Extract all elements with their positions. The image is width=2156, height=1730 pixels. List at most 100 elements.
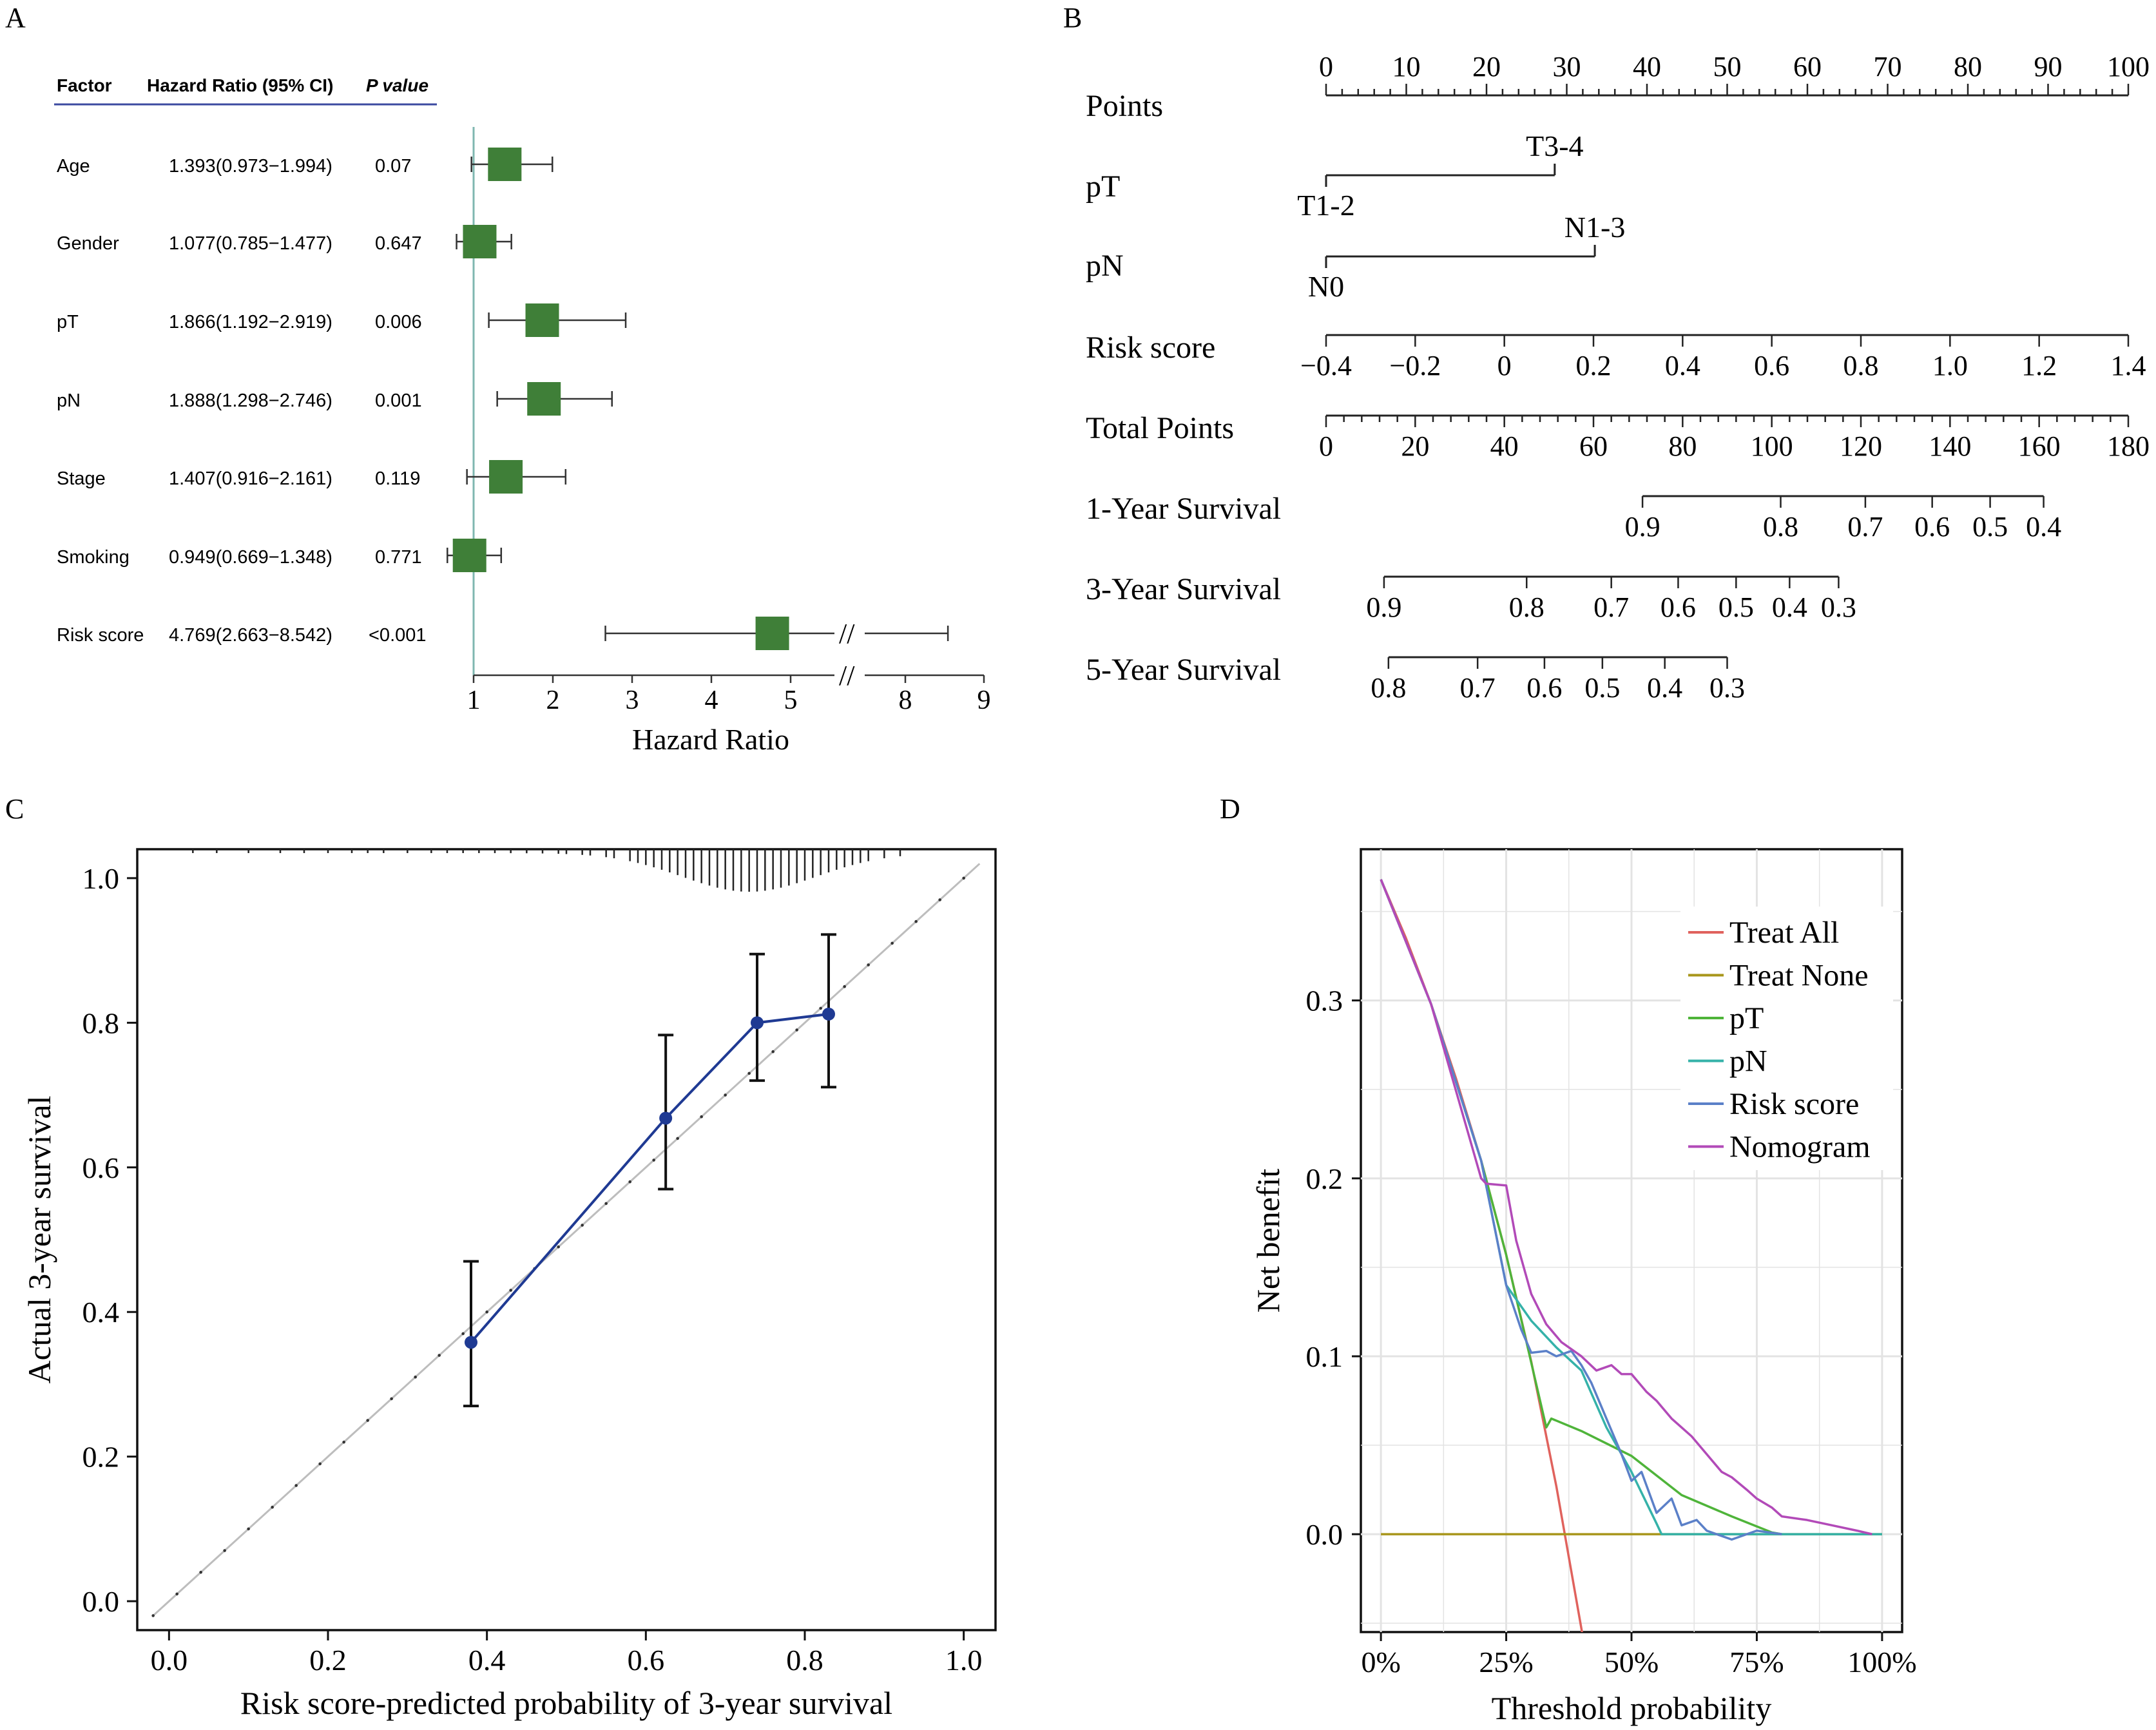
survival-tick-label: 0.5: [1972, 511, 2008, 543]
survival-tick-label: 0.7: [1593, 591, 1629, 623]
factor-label: Smoking: [57, 547, 130, 568]
panel-a-forest-plot: Factor Hazard Ratio (95% CI) P value Age 1.3…: [54, 75, 991, 756]
header-factor: Factor: [57, 75, 112, 95]
points-tick-label: 0: [1319, 51, 1333, 82]
calibration-point: [751, 1016, 764, 1030]
hr-ci-text: 1.866(1.192−2.919): [169, 312, 332, 332]
factor-label: pN: [57, 390, 81, 411]
legend-label: Treat None: [1729, 959, 1869, 993]
survival-tick-label: 0.9: [1366, 591, 1401, 623]
pt-level-label: T1-2: [1297, 189, 1354, 222]
factor-label: Risk score: [57, 625, 144, 646]
diagonal-dot: [557, 1245, 560, 1249]
survival-tick-label: 0.9: [1625, 511, 1660, 543]
p-value-text: 0.771: [375, 547, 422, 568]
x-tick-label: 1: [467, 686, 481, 715]
diagonal-dot: [294, 1484, 298, 1487]
survival-tick-label: 0.8: [1371, 672, 1406, 704]
y-tick-label: 0.2: [82, 1441, 120, 1474]
diagonal-dot: [914, 919, 918, 923]
x-tick-label: 0%: [1361, 1646, 1400, 1678]
diagonal-dot: [652, 1158, 655, 1162]
x-tick-label: 100%: [1847, 1646, 1916, 1678]
risk-score-tick-label: 1.4: [2111, 350, 2146, 381]
survival-tick-label: 0.3: [1821, 591, 1856, 623]
p-value-text: <0.001: [369, 625, 427, 646]
survival-tick-label: 0.3: [1709, 672, 1745, 704]
pt-level-label: T3-4: [1526, 130, 1583, 162]
diagonal-dot: [318, 1462, 322, 1466]
y-tick-label: 0.0: [82, 1585, 120, 1618]
p-value-text: 0.119: [375, 468, 420, 489]
header-hazard-ratio: Hazard Ratio (95% CI): [147, 75, 333, 95]
diagonal-dot: [771, 1050, 775, 1053]
diagonal-dot: [151, 1614, 155, 1617]
y-tick-label: 0.2: [1306, 1162, 1343, 1195]
survival-tick-label: 0.6: [1526, 672, 1562, 704]
diagonal-dot: [938, 898, 941, 901]
total-points-tick-label: 20: [1401, 430, 1429, 462]
y-tick-label: 0.3: [1306, 985, 1343, 1017]
diagonal-dot: [795, 1028, 798, 1032]
legend-label: Treat All: [1729, 916, 1839, 950]
axis-break-mark: //: [839, 660, 855, 691]
panel-letter-d: D: [1220, 793, 1240, 825]
diagonal-dot: [247, 1527, 250, 1531]
panel-b-nomogram: Points pT pN Risk score Total Points 1-Year S…: [1086, 51, 2150, 704]
series-group: [1380, 879, 1882, 1632]
survival-tick-label: 0.5: [1584, 672, 1620, 704]
points-tick-label: 100: [2107, 51, 2150, 82]
total-points-tick-label: 0: [1319, 430, 1333, 462]
panel-letter-a: A: [5, 2, 26, 34]
x-tick-label: 9: [977, 686, 991, 715]
y-tick-label: 0.6: [82, 1151, 120, 1184]
x-tick-label: 25%: [1479, 1646, 1533, 1678]
calibration-line: [470, 1012, 829, 1343]
nomogram-row-label: 3-Year Survival: [1086, 572, 1281, 606]
series-line-risk-score: [1380, 879, 1782, 1541]
hazard-ratio-marker: [525, 303, 559, 337]
calibration-point: [465, 1336, 477, 1349]
risk-score-tick-label: −0.2: [1389, 350, 1441, 381]
y-tick-label: 1.0: [82, 862, 120, 895]
points-tick-label: 90: [2034, 51, 2063, 82]
pn-level-label: N1-3: [1564, 211, 1626, 244]
risk-score-tick-label: 0.8: [1843, 350, 1879, 381]
x-tick-label: 0.2: [309, 1644, 347, 1677]
diagonal-dot: [438, 1354, 441, 1357]
calibration-point: [822, 1007, 835, 1021]
panel-c-calibration-plot: 0.0 0.2 0.4 0.6 0.8 1.0 0.0 0.2 0.4 0.6 0.8 1.0 Risk…: [21, 848, 997, 1721]
risk-score-tick-label: 0.6: [1754, 350, 1789, 381]
survival-tick-label: 0.8: [1509, 591, 1545, 623]
diagonal-dot: [890, 941, 894, 945]
y-tick-label: 0.0: [1306, 1518, 1343, 1551]
y-tick-label: 0.1: [1306, 1340, 1343, 1373]
y-axis-title: Actual 3-year survival: [21, 1095, 57, 1383]
diagonal-dot: [676, 1137, 679, 1140]
risk-score-tick-label: 0.4: [1665, 350, 1700, 381]
hazard-ratio-marker: [452, 539, 486, 572]
factor-label: Age: [57, 156, 90, 177]
factor-label: pT: [57, 312, 79, 332]
diagonal-dot: [390, 1397, 393, 1401]
axis-break-mark: //: [839, 618, 855, 649]
y-axis-title: Net benefit: [1250, 1169, 1286, 1313]
x-tick-label: 0.0: [151, 1644, 188, 1677]
risk-score-tick-label: 0.2: [1576, 350, 1612, 381]
y-tick-label: 0.8: [82, 1006, 120, 1039]
survival-tick-label: 0.4: [2026, 511, 2061, 543]
x-tick-label: 1.0: [945, 1644, 983, 1677]
diagonal-dot: [485, 1310, 488, 1314]
diagonal-dot: [461, 1332, 465, 1336]
total-points-tick-label: 100: [1751, 430, 1793, 462]
total-points-tick-label: 140: [1929, 430, 1971, 462]
hazard-ratio-marker: [527, 382, 561, 416]
diagonal-dot: [819, 1006, 822, 1010]
hazard-ratio-marker: [463, 225, 497, 258]
nomogram-row-label: pN: [1086, 249, 1124, 283]
total-points-tick-label: 180: [2107, 430, 2150, 462]
p-value-text: 0.647: [375, 233, 422, 254]
diagonal-dot: [962, 876, 965, 880]
legend-label: Risk score: [1729, 1087, 1859, 1121]
